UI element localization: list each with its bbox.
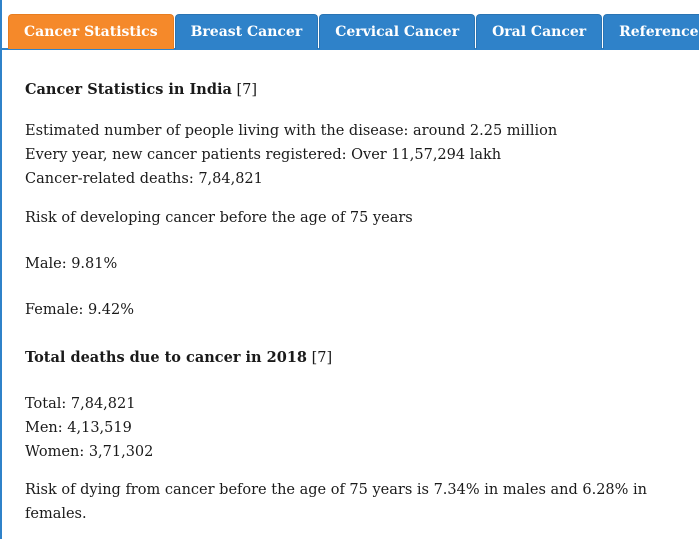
tab-breast-cancer[interactable]: Breast Cancer bbox=[174, 14, 319, 49]
risk-dying: Risk of dying from cancer before the age… bbox=[25, 482, 648, 522]
section-heading-statistics: Cancer Statistics in India [7] bbox=[25, 78, 690, 102]
stat-new-patients: Every year, new cancer patients register… bbox=[25, 147, 502, 163]
risk-female: Female: 9.42% bbox=[25, 302, 135, 318]
heading-text: Cancer Statistics in India bbox=[25, 81, 232, 98]
stat-living: Estimated number of people living with t… bbox=[25, 123, 558, 139]
section-heading-deaths: Total deaths due to cancer in 2018 [7] bbox=[25, 346, 690, 370]
tab-content: Cancer Statistics in India [7] Estimated… bbox=[25, 78, 690, 526]
tab-references[interactable]: References bbox=[603, 14, 699, 49]
reference-link[interactable]: [7] bbox=[311, 350, 333, 366]
deaths-total: Total: 7,84,821 bbox=[25, 396, 136, 412]
risk-intro: Risk of developing cancer before the age… bbox=[25, 210, 413, 226]
reference-link[interactable]: [7] bbox=[236, 82, 258, 98]
tab-bar: Cancer Statistics Breast Cancer Cervical… bbox=[8, 14, 699, 49]
tab-oral-cancer[interactable]: Oral Cancer bbox=[476, 14, 603, 49]
risk-male: Male: 9.81% bbox=[25, 256, 118, 272]
heading-text: Total deaths due to cancer in 2018 bbox=[25, 349, 307, 366]
stat-deaths: Cancer-related deaths: 7,84,821 bbox=[25, 171, 263, 187]
tab-underline bbox=[2, 48, 699, 50]
tab-cervical-cancer[interactable]: Cervical Cancer bbox=[319, 14, 476, 49]
deaths-men: Men: 4,13,519 bbox=[25, 420, 132, 436]
tab-cancer-statistics[interactable]: Cancer Statistics bbox=[8, 14, 174, 49]
deaths-women: Women: 3,71,302 bbox=[25, 444, 154, 460]
